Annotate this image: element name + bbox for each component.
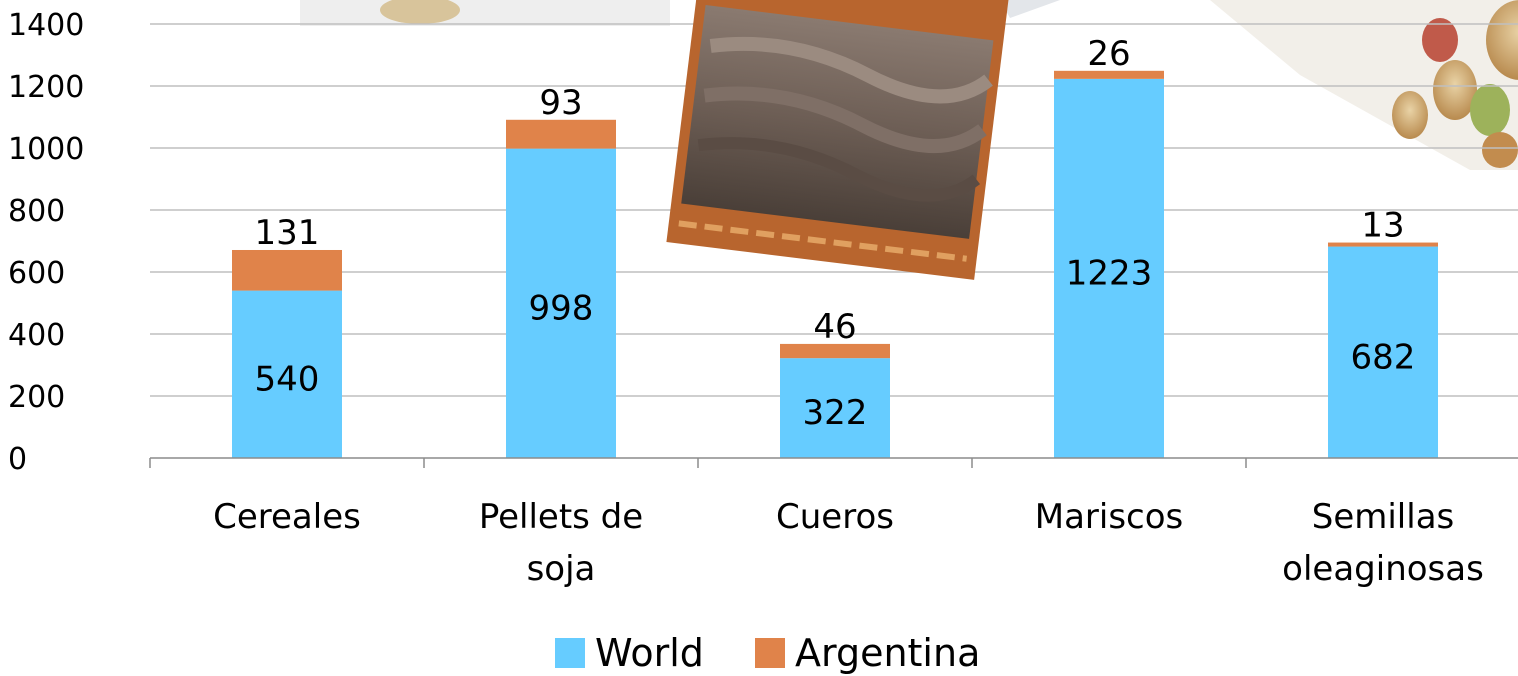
bar-argentina-0 xyxy=(232,249,342,291)
legend-label-world: World xyxy=(595,631,704,675)
category-label: soja xyxy=(527,549,596,589)
category-labels: Cereales Pellets de soja Cueros Mariscos Semi… xyxy=(213,497,1484,589)
y-tick-label: 1200 xyxy=(8,70,84,105)
bar-world-1 xyxy=(506,148,616,458)
category-label: Cereales xyxy=(213,497,361,537)
decorative-photo-cereals xyxy=(300,0,670,26)
x-axis xyxy=(149,457,1518,468)
category-label: Mariscos xyxy=(1035,497,1184,537)
category-label: Pellets de xyxy=(479,497,643,537)
decorative-photo-shellfish xyxy=(1000,0,1060,18)
data-label-argentina: 13 xyxy=(1361,206,1404,246)
decorative-photo-leather-book xyxy=(666,0,1011,280)
category-label: oleaginosas xyxy=(1282,549,1484,589)
y-tick-label: 1400 xyxy=(8,8,84,43)
data-label-world: 682 xyxy=(1351,337,1416,377)
bar-world-0 xyxy=(232,290,342,458)
bars: 540 131 998 93 322 46 1223 26 682 13 xyxy=(232,34,1438,459)
data-label-argentina: 26 xyxy=(1087,34,1130,74)
y-tick-label: 400 xyxy=(8,318,65,353)
bar-argentina-1 xyxy=(506,119,616,149)
bar-world-3 xyxy=(1054,78,1164,459)
data-label-world: 322 xyxy=(803,393,868,433)
data-label-argentina: 131 xyxy=(255,213,320,253)
y-tick-label: 200 xyxy=(8,380,65,415)
data-label-argentina: 93 xyxy=(539,83,582,123)
category-label: Semillas xyxy=(1312,497,1455,537)
bar-argentina-2 xyxy=(780,343,890,359)
y-tick-label: 800 xyxy=(8,194,65,229)
data-label-world: 1223 xyxy=(1066,253,1153,293)
data-label-world: 998 xyxy=(529,288,594,328)
category-label: Cueros xyxy=(776,497,894,537)
legend-label-argentina: Argentina xyxy=(795,631,980,675)
data-label-world: 540 xyxy=(255,359,320,399)
legend: World Argentina xyxy=(555,631,980,675)
decorative-photo-nuts xyxy=(1210,0,1518,170)
y-tick-label: 1000 xyxy=(8,132,84,167)
legend-swatch-world xyxy=(555,638,585,668)
y-axis-tick-labels: 0 200 400 600 800 1000 1200 1400 xyxy=(8,8,84,477)
bar-world-2 xyxy=(780,358,890,458)
legend-swatch-argentina xyxy=(755,638,785,668)
bar-argentina-3 xyxy=(1054,70,1164,79)
data-label-argentina: 46 xyxy=(813,307,856,347)
y-tick-label: 0 xyxy=(8,442,27,477)
y-tick-label: 600 xyxy=(8,256,65,291)
bar-argentina-4 xyxy=(1328,242,1438,247)
bar-world-4 xyxy=(1328,246,1438,458)
